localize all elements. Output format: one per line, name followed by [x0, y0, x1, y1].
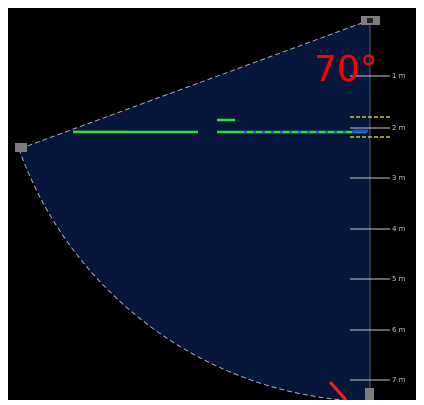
sonar-fan-display[interactable]: 1 m 2 m 3 m 4 m 5 m 6 m 7 m [8, 8, 416, 400]
sonar-viewport: 1 m 2 m 3 m 4 m 5 m 6 m 7 m 70° [8, 8, 416, 400]
range-label-2m: 2 m [392, 124, 406, 132]
top-handle-inner [367, 18, 373, 23]
range-label-4m: 4 m [392, 225, 406, 233]
range-scale: 1 m 2 m 3 m 4 m 5 m 6 m 7 m [350, 72, 406, 384]
left-handle[interactable] [15, 143, 27, 152]
fan-arc-edge [18, 148, 344, 400]
beam-angle-label: 70° [314, 49, 378, 90]
range-label-3m: 3 m [392, 174, 406, 182]
range-label-5m: 5 m [392, 275, 406, 283]
range-label-7m: 7 m [392, 376, 406, 384]
fan-top-edge [18, 19, 371, 150]
bottom-handle[interactable] [365, 388, 374, 400]
echo-returns [73, 118, 368, 134]
range-label-6m: 6 m [392, 326, 406, 334]
range-label-1m: 1 m [392, 72, 406, 80]
sonar-fan-sector [19, 20, 370, 400]
heading-line [328, 381, 348, 400]
